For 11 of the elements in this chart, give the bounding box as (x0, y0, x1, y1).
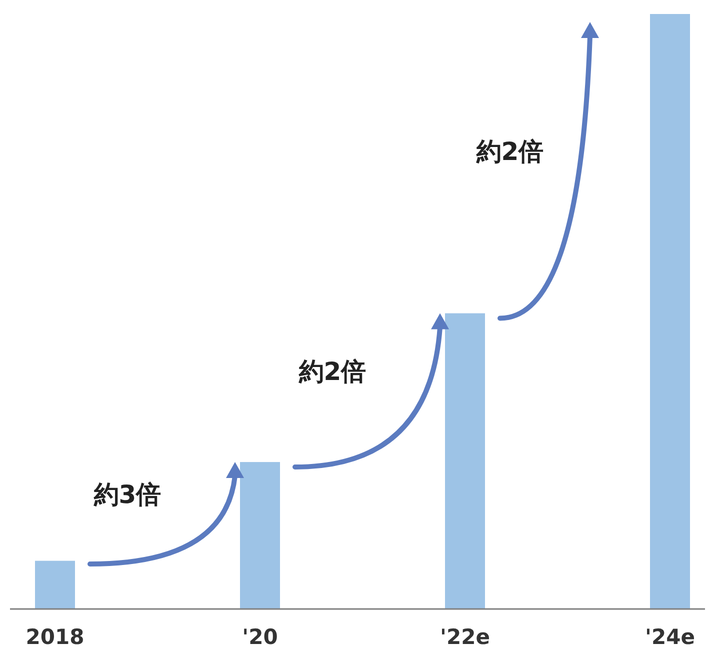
annotation: 約2倍 (475, 137, 544, 166)
bar (445, 313, 485, 609)
x-tick-label: 2018 (26, 625, 84, 649)
x-tick-label: '22e (440, 625, 490, 649)
x-tick-label: '20 (242, 625, 278, 649)
annotation: 約3倍 (92, 480, 162, 510)
bar (35, 560, 75, 609)
bar (240, 462, 280, 609)
bar (650, 14, 690, 609)
annotation: 約2倍 (298, 357, 366, 386)
x-tick-label: '24e (645, 625, 695, 649)
